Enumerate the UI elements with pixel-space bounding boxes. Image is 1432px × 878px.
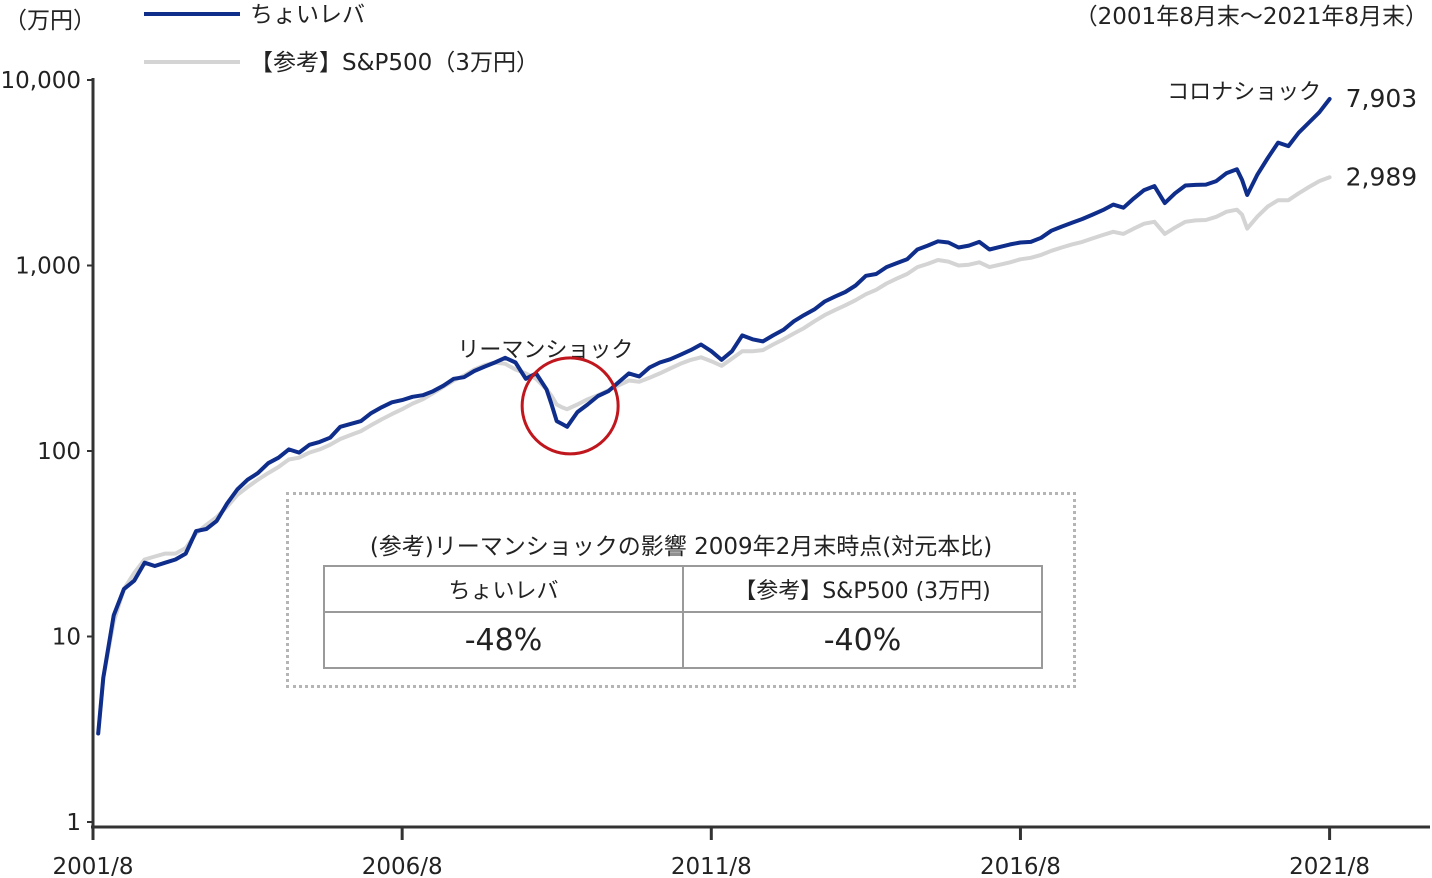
end-value-label: 7,903: [1346, 84, 1418, 113]
impact-table-header: ちょいレバ 【参考】S&P500 (3万円): [323, 565, 1043, 613]
legend-label: 【参考】S&P500（3万円）: [250, 50, 539, 76]
lehman-impact-box: (参考)リーマンショックの影響 2009年2月末時点(対元本比) ちょいレバ 【…: [286, 492, 1076, 688]
annotation-label: リーマンショック: [457, 338, 633, 363]
series-line-choi-reba: [96, 97, 1332, 736]
y-unit-label: （万円）: [4, 8, 96, 34]
x-tick-label: 2021/8: [1289, 854, 1370, 878]
series-line-sp500: [96, 175, 1332, 736]
x-tick-label: 2006/8: [362, 854, 443, 878]
annotation-label: コロナショック: [1167, 80, 1321, 105]
lehman-highlight-circle: [520, 356, 620, 456]
impact-col-choi-reba: ちょいレバ: [323, 565, 684, 613]
y-tick-label: 10,000: [1, 68, 81, 94]
legend-label: ちょいレバ: [250, 2, 365, 28]
info-box-title: (参考)リーマンショックの影響 2009年2月末時点(対元本比): [369, 534, 993, 560]
impact-value-choi-reba: -48%: [323, 611, 684, 669]
period-note: （2001年8月末～2021年8月末）: [1075, 4, 1428, 30]
annotation-layer: リーマンショック コロナショック: [457, 80, 1321, 456]
end-value-label: 2,989: [1346, 162, 1418, 191]
x-tick-label: 2011/8: [671, 854, 752, 878]
y-tick-label: 1,000: [15, 254, 81, 280]
y-tick-label: 1: [66, 810, 81, 836]
series-layer: 2,989 7,903: [96, 84, 1418, 736]
x-tick-label: 2016/8: [980, 854, 1061, 878]
y-tick-label: 100: [37, 439, 81, 465]
axis-layer: 1 10 100 1,000 10,000 （万円） （2001年8月末～2021年8月末）…: [1, 4, 1430, 878]
impact-value-sp500: -40%: [682, 611, 1043, 669]
x-tick-label: 2001/8: [53, 854, 134, 878]
impact-col-sp500: 【参考】S&P500 (3万円): [682, 565, 1043, 613]
legend: ちょいレバ【参考】S&P500（3万円）: [144, 2, 539, 76]
y-tick-label: 10: [52, 625, 81, 651]
impact-table: ちょいレバ 【参考】S&P500 (3万円) -48% -40%: [323, 565, 1043, 669]
impact-table-values: -48% -40%: [323, 611, 1043, 669]
